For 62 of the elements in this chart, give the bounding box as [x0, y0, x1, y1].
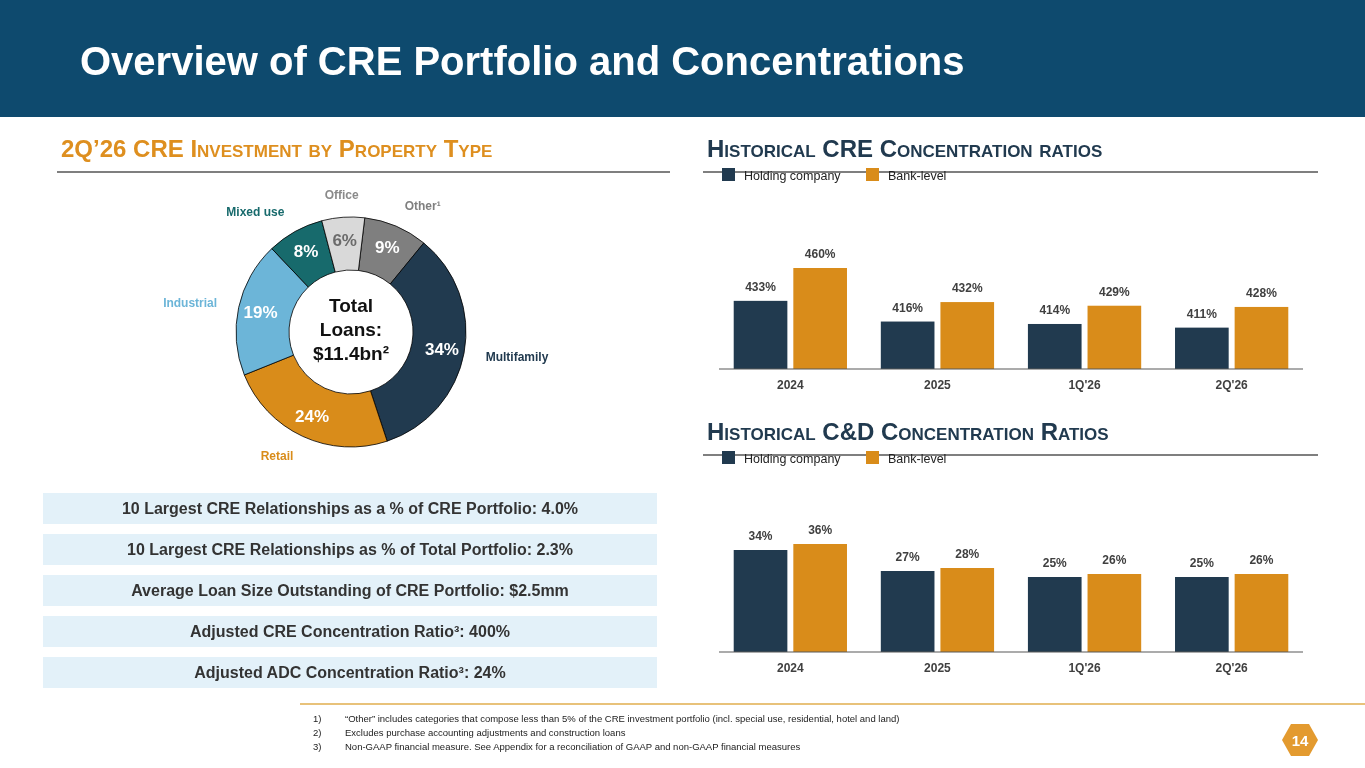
data-label: 25% [1042, 556, 1068, 570]
data-label: 6% [332, 230, 357, 250]
x-tick-label: 1Q'26 [1068, 378, 1101, 392]
slice-label: Retail [260, 449, 294, 464]
chart-title: Historical CRE Concentration ratios [707, 135, 1103, 162]
slice-label: Industrial [163, 295, 218, 310]
slice-label: Mixed use [226, 205, 285, 220]
bar [880, 571, 935, 652]
x-tick-label: 2024 [776, 661, 805, 675]
data-label: 429% [1099, 284, 1131, 299]
bar [1027, 577, 1082, 652]
data-label: 34% [748, 529, 773, 543]
bar [1234, 574, 1289, 652]
text: 2) Excludes purchase accounting adjustments and construction loans [313, 727, 626, 738]
legend-label: Holding company [744, 452, 842, 466]
data-label: 27% [895, 550, 920, 564]
chart-title: 2Q’26 CRE Investment by Property Type [61, 135, 493, 162]
chart-title: Historical C&D Concentration Ratios [707, 418, 1109, 445]
data-label: 26% [1102, 553, 1127, 567]
text: 3) Non-GAAP financial measure. See Appendix for a reconciliation of GAAP and non-GAAP financial measures [313, 741, 801, 752]
data-label: 414% [1039, 302, 1071, 317]
data-label: 460% [804, 247, 836, 261]
data-label: 433% [745, 279, 777, 294]
data-label: 9% [374, 237, 400, 257]
data-label: 432% [951, 281, 983, 296]
data-label: 28% [955, 547, 980, 561]
text: 1) “Other” includes categories that compose less than 5% of the CRE investment portfolio (incl. special use, residential, hotel and land) [313, 713, 900, 724]
data-label: 26% [1249, 553, 1274, 567]
text: Adjusted CRE Concentration Ratio³: 400% [189, 623, 511, 640]
x-tick-label: 2025 [924, 378, 952, 392]
data-label: 34% [424, 339, 459, 359]
text: 10 Largest CRE Relationships as a % of CRE Portfolio: 4.0% [121, 500, 579, 517]
x-tick-label: 2Q'26 [1215, 661, 1249, 675]
bar [1087, 574, 1142, 652]
text: 14 [1291, 732, 1309, 749]
x-tick-label: 2024 [776, 378, 805, 392]
data-label: 36% [808, 523, 833, 537]
bar [793, 544, 847, 652]
legend-label: Holding company [744, 169, 842, 183]
data-label: 428% [1246, 285, 1278, 300]
legend-label: Bank-level [888, 452, 947, 466]
slice-label: Other¹ [404, 198, 441, 213]
slice-label: Multifamily [485, 349, 549, 364]
bar [733, 550, 788, 652]
text: Total Loans: $11.4bn² [312, 295, 390, 364]
text: 10 Largest CRE Relationships as % of Total Portfolio: 2.3% [126, 541, 574, 558]
data-label: 411% [1186, 306, 1218, 321]
data-label: 8% [293, 242, 319, 262]
x-tick-label: 2Q'26 [1215, 378, 1249, 392]
slice-label: Office [324, 188, 359, 203]
data-label: 24% [295, 406, 330, 426]
x-tick-label: 2025 [924, 661, 952, 675]
text: Adjusted ADC Concentration Ratio³: 24% [194, 664, 506, 681]
data-label: 25% [1189, 556, 1215, 570]
bar [1175, 577, 1229, 652]
text: Overview of CRE Portfolio and Concentrations [80, 39, 965, 83]
bar [940, 568, 995, 652]
text: Average Loan Size Outstanding of CRE Portfolio: $2.5mm [131, 582, 569, 599]
x-tick-label: 1Q'26 [1068, 661, 1101, 675]
data-label: 416% [892, 300, 924, 315]
data-label: 19% [243, 303, 278, 323]
legend-label: Bank-level [888, 169, 947, 183]
